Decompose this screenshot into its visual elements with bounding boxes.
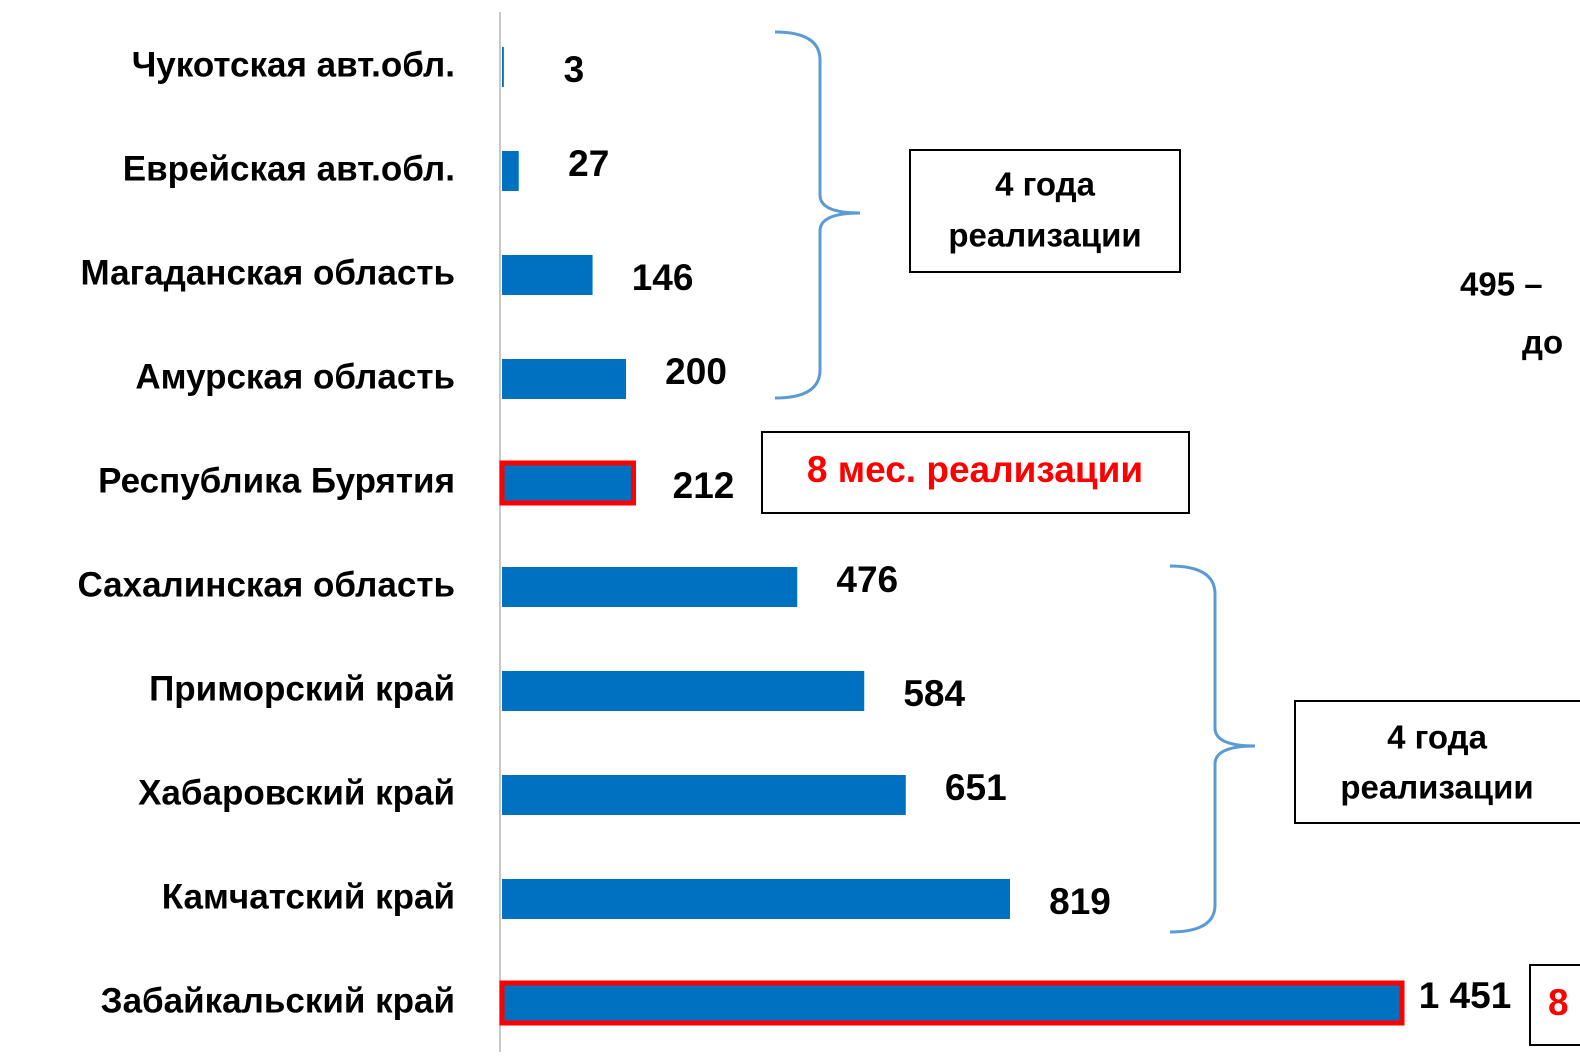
bar — [502, 47, 504, 87]
annotation: 495 – — [1460, 266, 1543, 303]
bar — [502, 775, 906, 815]
annotation: до — [1522, 324, 1563, 361]
value-label: 476 — [836, 559, 898, 600]
bar — [502, 255, 593, 295]
value-label: 27 — [568, 143, 609, 184]
category-label: Забайкальский край — [101, 981, 455, 1020]
note-box — [761, 431, 1190, 514]
bar — [502, 671, 865, 711]
category-label: Приморский край — [149, 669, 455, 708]
annotation: 8 мес. реализации — [807, 449, 1143, 490]
bar — [499, 980, 1405, 1026]
value-label: 146 — [632, 257, 694, 298]
category-label: Сахалинская область — [77, 565, 455, 604]
category-label: Хабаровский край — [138, 773, 455, 812]
brace — [774, 30, 861, 400]
value-label: 200 — [665, 351, 727, 392]
value-label: 3 — [564, 49, 585, 90]
annotation: реализации — [1340, 769, 1533, 806]
value-label: 584 — [903, 673, 965, 714]
category-label: Магаданская область — [81, 253, 455, 292]
bar — [502, 359, 627, 399]
category-label: Камчатский край — [162, 877, 455, 916]
brace — [1169, 564, 1256, 934]
annotation: 4 года — [995, 166, 1096, 203]
note-box — [1294, 700, 1580, 824]
category-label: Чукотская авт.обл. — [132, 45, 455, 84]
annotation: 8 — [1548, 982, 1569, 1023]
category-label: Амурская область — [135, 357, 455, 396]
bar — [502, 879, 1010, 919]
value-label: 1 451 — [1419, 975, 1512, 1016]
annotation: реализации — [948, 217, 1141, 254]
bar — [499, 460, 636, 506]
category-label: Республика Бурятия — [98, 461, 455, 500]
note-box — [1529, 964, 1580, 1046]
bar — [502, 151, 519, 191]
value-label: 819 — [1049, 881, 1111, 922]
value-label: 212 — [673, 465, 735, 506]
note-box — [909, 149, 1181, 273]
category-label: Еврейская авт.обл. — [123, 149, 455, 188]
bar — [502, 567, 798, 607]
annotation: 4 года — [1387, 719, 1488, 756]
value-label: 651 — [945, 767, 1007, 808]
